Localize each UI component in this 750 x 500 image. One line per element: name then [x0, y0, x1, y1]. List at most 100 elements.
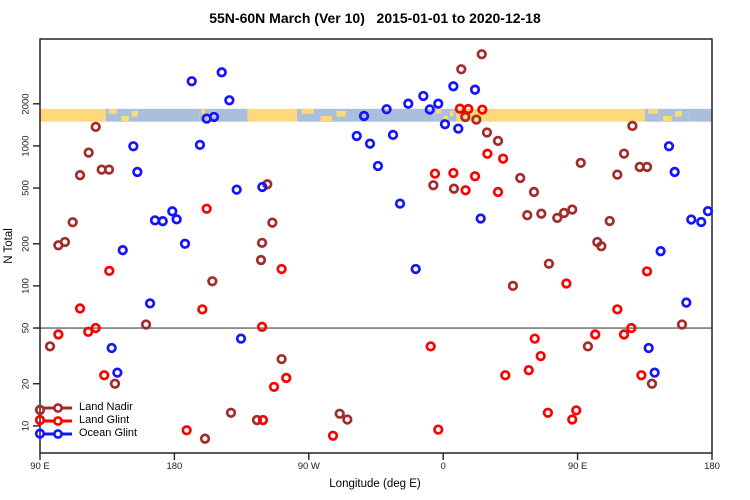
data-point — [643, 342, 654, 354]
coast-band-fleck — [675, 110, 683, 117]
data-point — [74, 303, 86, 314]
data-point — [567, 414, 578, 425]
data-point — [90, 121, 101, 133]
coast-band-segment — [217, 108, 248, 122]
data-point — [67, 217, 78, 228]
coast-band-fleck — [336, 110, 346, 117]
data-point — [575, 157, 586, 169]
data-point — [428, 180, 439, 191]
data-point — [542, 407, 554, 418]
data-point — [104, 265, 115, 277]
legend-marker — [53, 415, 63, 426]
data-point — [439, 119, 451, 130]
data-point — [626, 322, 637, 334]
data-point — [327, 430, 339, 441]
coast-band-fleck — [443, 115, 449, 122]
data-point — [429, 168, 441, 179]
legend-label: Land Glint — [79, 414, 130, 426]
y-tick-label: 50 — [20, 322, 32, 334]
data-point — [418, 90, 429, 102]
legend: Land Nadir Land Glint Ocean Glint — [43, 401, 137, 440]
x-tick-label: 90 E — [567, 461, 588, 472]
data-point — [235, 333, 247, 344]
series-land-nadir — [34, 49, 688, 444]
data-point — [140, 319, 152, 330]
data-point — [199, 433, 211, 444]
legend-item-land-glint: Land Glint — [43, 414, 137, 427]
y-tick-label: 100 — [20, 277, 32, 294]
data-point — [454, 103, 466, 114]
data-point — [34, 404, 46, 416]
data-point — [216, 67, 227, 78]
y-tick-label: 1000 — [20, 135, 32, 157]
coast-band-fleck — [449, 110, 454, 117]
data-point — [128, 141, 139, 152]
data-point — [74, 170, 86, 181]
data-point — [477, 104, 488, 115]
data-point — [500, 370, 511, 381]
data-point — [646, 378, 658, 389]
data-point — [144, 298, 156, 309]
coast-band-segment — [353, 108, 435, 122]
data-point — [351, 130, 362, 142]
data-point — [44, 341, 56, 352]
y-axis-label: N Total — [3, 228, 15, 264]
coast-band-fleck — [320, 115, 333, 122]
coast-band-segment — [456, 108, 645, 122]
data-point — [604, 215, 615, 227]
data-point — [552, 212, 563, 224]
data-point — [267, 217, 278, 228]
data-point — [387, 129, 399, 141]
data-point — [90, 322, 101, 334]
data-point — [481, 127, 493, 138]
coast-band-fleck — [436, 108, 441, 114]
data-point — [394, 198, 406, 209]
coast-band-fleck — [201, 108, 206, 114]
data-point — [109, 378, 121, 389]
data-point — [83, 147, 94, 158]
data-point — [268, 381, 280, 393]
data-point — [256, 237, 268, 249]
data-point — [612, 304, 623, 315]
data-point — [482, 148, 493, 159]
data-point — [194, 139, 206, 151]
y-tick-label: 500 — [20, 180, 32, 196]
data-point — [208, 111, 220, 123]
data-point — [463, 103, 474, 115]
coast-band-fleck — [662, 115, 672, 122]
data-point — [649, 367, 660, 378]
plot-border — [39, 38, 713, 454]
x-tick-label: 180 — [166, 461, 183, 472]
data-point — [567, 204, 578, 215]
data-point — [558, 207, 570, 219]
data-point — [515, 172, 526, 184]
data-point — [536, 208, 547, 219]
data-point — [522, 210, 533, 221]
legend-item-ocean-glint: Ocean Glint — [43, 427, 137, 440]
data-point — [425, 341, 436, 352]
x-tick-label: 90 E — [30, 461, 50, 472]
data-point — [543, 258, 555, 269]
data-point — [453, 123, 464, 134]
data-point — [663, 141, 675, 152]
data-point — [433, 424, 444, 435]
data-point — [469, 84, 481, 95]
data-point — [53, 329, 64, 340]
y-tick-label: 200 — [20, 235, 32, 252]
legend-item-land-nadir: Land Nadir — [43, 401, 137, 414]
data-point — [456, 64, 467, 75]
data-point — [381, 104, 392, 115]
data-point — [681, 297, 692, 308]
data-point — [475, 213, 486, 224]
data-point — [276, 353, 287, 365]
data-point — [618, 148, 630, 159]
open-circle-line-icon — [44, 415, 72, 426]
x-tick-label: 180 — [704, 461, 720, 472]
data-point — [448, 167, 459, 179]
coast-band-segment — [247, 108, 297, 122]
data-point — [612, 169, 623, 180]
data-point — [224, 95, 235, 106]
data-point — [358, 110, 370, 122]
data-point — [655, 246, 666, 257]
